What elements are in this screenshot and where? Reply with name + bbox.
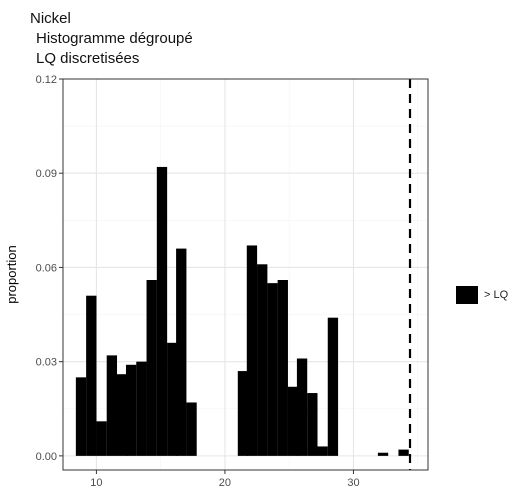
histogram-bar [176,248,187,456]
x-tick-label: 30 [347,477,359,489]
chart-subtitle: Histogramme dégroupé [36,30,193,47]
histogram-bar [125,364,137,456]
histogram-bar [287,386,299,456]
histogram-bar [267,283,278,456]
x-tick-label: 20 [219,477,231,489]
y-tick-label: 0.06 [36,262,57,274]
histogram-bar [296,358,308,456]
legend-label: > LQ [484,289,509,301]
y-tick-label: 0.00 [36,451,57,463]
legend-key [456,286,478,304]
histogram-bar [75,377,87,456]
histogram-bar [377,452,389,456]
histogram-bar [237,371,249,456]
histogram-bar [86,295,97,456]
histogram-bar [257,264,268,456]
y-tick-label: 0.09 [36,168,57,180]
panel-border [62,78,429,471]
histogram-bar [96,421,107,456]
y-tick-label: 0.03 [36,357,57,369]
histogram-bar [167,342,178,456]
y-tick-label: 0.12 [36,74,57,86]
chart-subtitle-2: LQ discretisées [36,50,140,67]
histogram-bar [146,279,157,456]
histogram-bar [116,374,128,456]
histogram-bar [186,402,197,456]
histogram-bar [307,393,318,456]
histogram-bar [246,245,258,456]
histogram-bar [106,355,118,456]
histogram-bar [277,279,288,456]
chart-title: Nickel [30,10,71,27]
histogram-bar [317,446,328,456]
histogram-bar [156,166,168,456]
histogram-bar [398,449,409,456]
y-axis-label: proportion [4,245,19,304]
x-tick-label: 10 [90,477,102,489]
histogram-bar [136,361,147,456]
legend: > LQ [456,286,508,304]
histogram-bar [327,317,339,456]
